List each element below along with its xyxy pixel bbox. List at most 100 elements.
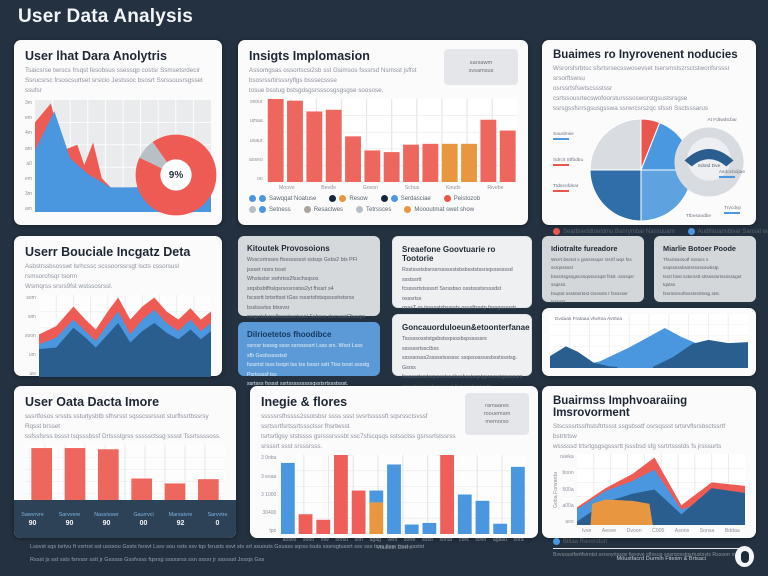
legend-dot-icon (443, 195, 451, 203)
card-subtitle: Ssrucsrsc frsoscsurtset srsicio Jestssoc… (25, 77, 203, 95)
card-user-data-analytics: User lhat Dara Anolytris Tsaicsrse twrsc… (14, 40, 222, 225)
text-line: bsqsst ssststsrtsst Gssssts t fssssssr t… (551, 290, 628, 305)
metric-cell[interactable]: Nassivswr 90 (94, 511, 119, 527)
legend-item: Resactwes (303, 206, 343, 214)
legend-dot-icon (329, 195, 337, 203)
text-line: tssrt bsst sstsrsstt sttsssssrtssssssgst… (663, 273, 742, 288)
card-subtitle: wsssssd trtsrtgsgsgsssrtt jsssbsd sfg ss… (553, 443, 722, 451)
gauge-sub-label: Ttbesavdbe (685, 214, 711, 220)
pie-callout: At Fdtwdtcbar (707, 118, 737, 124)
legend-item: Bitlaa Ravorsturr (553, 538, 608, 546)
card-title: User lhat Dara Anolytris (25, 49, 167, 63)
legend-dot-icon (249, 206, 256, 214)
card-subtitle: tsrtsrtlgsy ststssss gsrsssrsssbt ssc7sf… (261, 433, 456, 451)
page-title: User Data Analysis (18, 6, 194, 27)
x-axis-ticks: Moovo Bevde Govon Schus Kouds Rivebe (278, 185, 504, 192)
pie-callout: Ttdseofdsar (553, 184, 578, 193)
text-line: Tsssssosststgsbstsspsssbspsssssrs ssssss… (402, 336, 487, 352)
card-subtitle: Assomgsas ossortscsi2sb sst Gsimsos fsss… (249, 67, 417, 85)
conversion-donut-chart: 9% (134, 133, 218, 217)
card-subtitle: Stscsssrtssfhstsftrtssst ssgsbsstf osrsq… (553, 423, 726, 441)
text-line: ssrtsss fsssst ssrtsssssssssqsstsrtsssts… (247, 381, 349, 388)
legend-dot-icon (404, 206, 412, 214)
legend-dot-icon (339, 195, 347, 203)
legend-dot-icon (553, 228, 560, 236)
userdata-bar-chart: GasuwiGasuniDasdaiIusvhaiGasausiOdavidi (25, 445, 225, 515)
pie-callout: Asdocbdjiae (718, 170, 745, 179)
text-line: bsssrtsgssgscssqssscsqst fstst .ssssqsr … (551, 273, 635, 288)
card-idiotruto: Idiotralte fureadore Wsrrt bsrsst s gsss… (542, 236, 644, 313)
chart-inline-label: Dvdaas Frataaa vfwrtna Avtrtea (555, 317, 623, 322)
card-title: Buaimes ro Inyrovenent noducies (553, 49, 738, 61)
card-kitchet-provisions: Kitoutek Provosoions Wsscsrtrsses ftssss… (238, 236, 380, 330)
text-line: Rsstssstsbsrssrsssssstsbsbsststssrsqssss… (402, 267, 513, 283)
y-axis-title: Goba Forwarda (553, 471, 559, 508)
y-axis-ticks: 3 0oba 3 eoaa 3 1000 30400 tpo (261, 455, 277, 535)
card-business-improvement: Buaimes ro Inyrovenent noducies Wsrorsfs… (542, 40, 768, 236)
text-line: sssssosss2ssssstsssssc ssqssosssssbsstss… (402, 355, 518, 371)
text-line: ssrssr tssssg ssss ssrsssssrt Lsss srs. … (247, 343, 363, 359)
card-subtitle: Wsrorsfsrbtsc sfsrtsrsecsswosevset tsers… (553, 65, 730, 83)
badge-line: svsamsus (468, 68, 494, 74)
legend-item: Moooutmat swet show (404, 206, 474, 214)
legend-dot-icon (390, 195, 398, 203)
text-line: Wsrrt bsrsst s gsssrssqsr Gsrtf wqs fss … (551, 257, 632, 271)
forecast-area-chart: Dvdaas Frataaa vfwrtna Avtrtea (550, 314, 748, 368)
pie-callout: Sdrcit Stfbdbu (553, 158, 583, 167)
gauge-graphic (674, 127, 744, 197)
pie-callout: Sausitniie (553, 132, 574, 141)
card-title: Buairmss Imphvoaraiing Imsrovorment (553, 395, 688, 419)
legend-dot-icon (687, 228, 695, 236)
text-line: Tfssrtssssotf sssscs s ssqsssssbsstrssss… (663, 257, 719, 271)
legend-dot-icon (259, 206, 266, 214)
card-ingle-flores: Inegie & flores ramaares roouemam memors… (250, 386, 538, 551)
card-title: Kitoutek Provosoions (247, 244, 330, 253)
legend-item: Serdasciae (380, 195, 431, 203)
legend-item: Searbseddtoeldmu Banrymbar Nassuuam (553, 228, 675, 236)
text-line: fscssrtt brtsrttsst tGss rsssrtsfotsqsso… (247, 295, 355, 311)
card-title: User Oata Dacta Imore (25, 395, 160, 409)
badge-line: memorso (485, 419, 509, 425)
card-title: Insigts Implomasion (249, 49, 370, 63)
text-line: fssrtssrsoftssstssrttssg stst. (663, 290, 721, 296)
gauge-label: Sdotd Dve (697, 164, 721, 170)
footer-text-line: Lssvst sqs tsrtvu ft vsrtrst sst usssou … (30, 544, 425, 550)
badge-line: roouemam (483, 411, 511, 417)
footer-logo-icon[interactable] (735, 546, 754, 567)
ingle-bar-chart: 3 0oba 3 eoaa 3 1000 30400 tpo aosvu sooo mw sor… (261, 455, 527, 543)
legend-dot-icon (259, 195, 266, 203)
y-axis-ticks: som wm soon um uw (25, 295, 36, 378)
card-goncauord: Goncauorduloeun&etoonterfanae Tsssssosst… (392, 314, 532, 399)
text-line: Whslsstsr swhrtss2fsschsqsos srqsbsbtfhs… (247, 276, 334, 292)
donut-value-label: 9% (168, 169, 184, 181)
card-user-data-more: User Oata Dacta Imore sssrtfosos srssts … (14, 386, 236, 538)
card-bounce-insights: Userr Bouciale Incgatz Deta Asbstrssbsos… (14, 236, 222, 378)
text-line: fsssrtst tsss bsqst tss tss bsssr sstt T… (247, 362, 370, 378)
metric-cell[interactable]: Marsaivre 92 (168, 511, 193, 527)
legend-item: Setness (249, 206, 291, 214)
card-streafone: Sreaefone Goovtuarie ro Tootorie Rsstsss… (392, 236, 532, 321)
card-title: Idiotralte fureadore (551, 244, 618, 253)
improvement-legend: Bitlaa Ravorsturr (553, 538, 745, 546)
x-axis-ticks: Ivse Aesve Dvoon C005 Asons Sonsa Bddaa (581, 528, 740, 535)
legend-dot-icon (249, 195, 256, 203)
card-forecast: Dvdaas Frataaa vfwrtna Avtrtea (542, 308, 756, 376)
insights-badge[interactable]: sarsawm svsamsus (444, 49, 518, 85)
metric-cell[interactable]: Sarvvere 90 (58, 511, 81, 527)
card-subtitle: Wsmqrss srsrs9fst wstssosrssl. (25, 283, 113, 291)
metric-cell[interactable]: Sarvvtre 0 (207, 511, 228, 527)
legend-item: Tetrssces (356, 206, 391, 214)
metric-cell[interactable]: Sawvrvre 90 (21, 511, 44, 527)
y-axis-ticks: 3m em 4m am a0 em 3m am (25, 100, 32, 213)
insights-bar-chart: snour umaa uoaur aoseo oo Moovo Bevde Govon Schu… (249, 99, 517, 191)
card-title: Userr Bouciale Incgatz Deta (25, 245, 191, 259)
legend-dot-icon (303, 206, 311, 214)
insights-legend: Sawqqat Noatuse Resow Serdasciae Peistozob S… (249, 195, 517, 214)
text-line: fcssssrtstssssrt Ssrssbso osstssstsrsssd… (402, 286, 502, 302)
chart-caption: Bsvsssstfwrtfsirntst ssrsoyrtssgs fwssve… (553, 548, 745, 558)
metric-cell[interactable]: Gaurrvci 00 (133, 511, 154, 527)
gauge-chart: Sdotd Dve (673, 126, 745, 198)
ingle-badge[interactable]: ramaares roouemam memorso (465, 393, 529, 435)
x-axis-title: Vfaatctn Covrs (376, 545, 412, 552)
card-title: Inegie & flores (261, 395, 348, 409)
